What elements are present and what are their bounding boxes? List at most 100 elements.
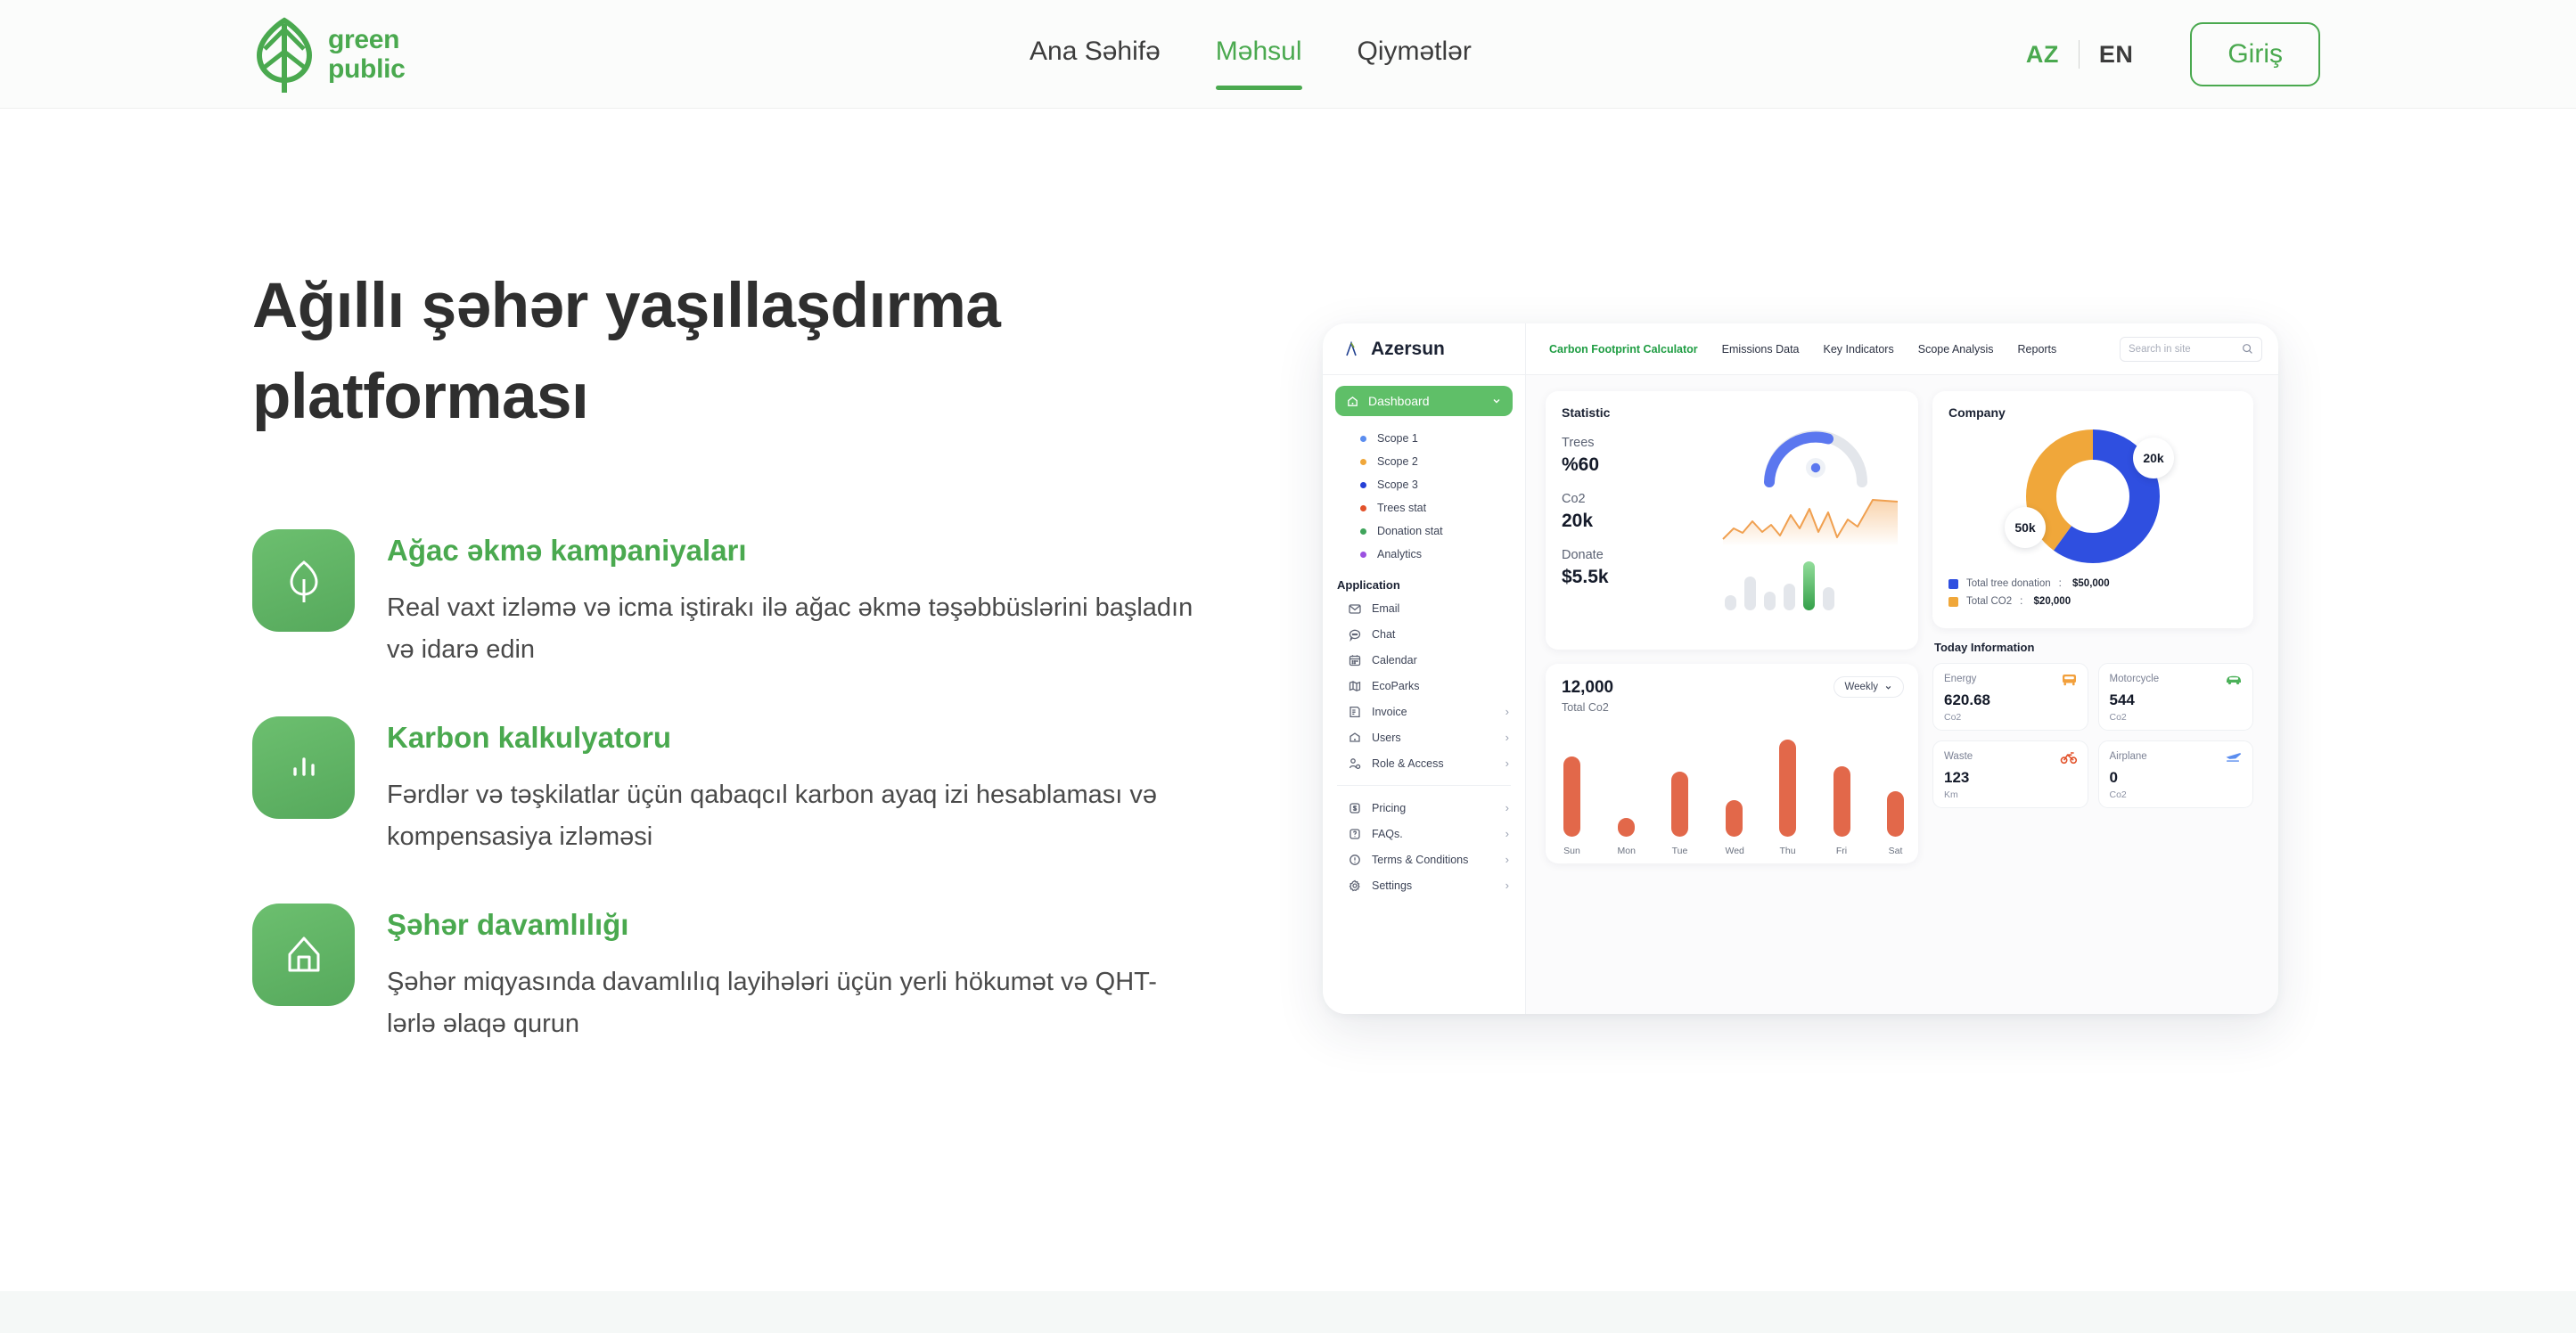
bar-sun (1563, 756, 1580, 837)
stat-label: Co2 (1562, 492, 1586, 506)
section-divider-band (0, 1291, 2576, 1333)
sidebar-item-donation-stat[interactable]: Donation stat (1360, 519, 1513, 543)
sidebar-item-scope-2[interactable]: Scope 2 (1360, 450, 1513, 473)
tab-emissions-data[interactable]: Emissions Data (1721, 342, 1800, 356)
legend-value: $20,000 (2033, 596, 2071, 607)
bar (1803, 561, 1815, 610)
feature-description: Real vaxt izləmə və icma iştirakı ilə ağ… (387, 593, 1194, 664)
chat-icon (1349, 629, 1361, 642)
sidebar-item-settings[interactable]: Settings › (1335, 872, 1513, 898)
today-information-grid: Energy 620.68 Co2 Motorcycle 544 (1932, 663, 2253, 808)
sidebar-item-faqs[interactable]: FAQs. › (1335, 821, 1513, 846)
today-card-energy: Energy 620.68 Co2 (1932, 663, 2088, 731)
sidebar-item-role-access[interactable]: Role & Access › (1335, 750, 1513, 776)
search-input[interactable]: Search in site (2120, 336, 2262, 362)
user-icon (1350, 732, 1360, 742)
tab-scope-analysis[interactable]: Scope Analysis (1917, 342, 1994, 356)
tab-key-indicators[interactable]: Key Indicators (1823, 342, 1894, 356)
legend-label: Total tree donation (1966, 578, 2051, 589)
lang-az[interactable]: AZ (2025, 40, 2059, 68)
mini-unit: Km (1944, 789, 1958, 800)
donate-bar-chart (1719, 555, 1911, 610)
stat-label: Donate (1562, 548, 1604, 562)
axis-label: Sun (1563, 846, 1580, 856)
mini-value: 544 (2109, 691, 2135, 708)
logo[interactable]: green public (252, 16, 406, 93)
bar-wed (1725, 800, 1743, 837)
stat-row-co2: Co2 20k (1562, 492, 1704, 532)
tab-carbon-footprint-calculator[interactable]: Carbon Footprint Calculator (1549, 342, 1698, 356)
mini-label: Waste (1944, 751, 1973, 762)
sidebar-item-dashboard[interactable]: Dashboard (1335, 386, 1513, 416)
legend-swatch (1948, 596, 1958, 607)
nav-item-pricing[interactable]: Qiymətlər (1357, 37, 1472, 66)
mini-label: Energy (1944, 674, 1977, 684)
stat-value: $5.5k (1562, 567, 1609, 587)
alert-icon (1350, 854, 1360, 865)
status-dot (1360, 481, 1366, 488)
status-dot (1360, 551, 1366, 558)
stat-value: 20k (1562, 511, 1594, 531)
mini-unit: Co2 (1944, 712, 1962, 723)
sidebar-item-label: Calendar (1372, 653, 1417, 666)
status-dot (1360, 458, 1366, 465)
tree-icon (252, 529, 355, 632)
sidebar-divider (1337, 785, 1511, 786)
feature-list: Ağac əkmə kampaniyaları Real vaxt izləmə… (252, 529, 1197, 1091)
sidebar-item-scope-3[interactable]: Scope 3 (1360, 473, 1513, 496)
company-donut-chart: 20k 50k (2005, 425, 2178, 568)
axis-label: Fri (1835, 846, 1848, 856)
home-icon (1348, 396, 1358, 406)
mini-label: Airplane (2109, 751, 2147, 762)
bar-mon (1617, 818, 1635, 837)
feature-title: Şəhər davamlılığı (387, 907, 629, 941)
sidebar-item-label: Terms & Conditions (1372, 853, 1469, 866)
sidebar-item-invoice[interactable]: Invoice › (1335, 699, 1513, 724)
sidebar-item-label: Invoice (1372, 705, 1407, 718)
today-card-airplane: Airplane 0 Co2 (2097, 740, 2253, 808)
total-co2-value: 12,000 (1562, 678, 1614, 697)
login-button[interactable]: Giriş (2190, 22, 2320, 86)
lang-separator (2078, 40, 2080, 69)
lang-en[interactable]: EN (2098, 40, 2134, 68)
period-select[interactable]: Weekly (1833, 676, 1904, 698)
gear-icon (1349, 879, 1360, 891)
sidebar-scope-list: Scope 1 Scope 2 Scope 3 Trees stat Donat… (1335, 427, 1513, 566)
company-card: Company 20k 50k (1932, 391, 2253, 628)
sidebar-item-pricing[interactable]: Pricing › (1335, 795, 1513, 821)
sidebar-item-trees-stat[interactable]: Trees stat (1360, 496, 1513, 519)
dashboard-sidebar: Azersun Dashboard Scope 1 Scope 2 (1323, 323, 1526, 1014)
sidebar-item-email[interactable]: Email (1335, 595, 1513, 621)
mini-value: 0 (2109, 769, 2118, 786)
chevron-right-icon: › (1505, 827, 1509, 840)
sidebar-item-chat[interactable]: Chat (1335, 621, 1513, 647)
weekly-axis-labels: Sun Mon Tue Wed Thu Fri Sat (1563, 846, 1904, 856)
header-actions: AZ EN Giriş (2026, 0, 2576, 109)
mini-unit: Co2 (2109, 789, 2127, 800)
stat-row-trees: Trees %60 (1562, 436, 1704, 476)
sidebar-item-users[interactable]: Users › (1335, 724, 1513, 750)
axis-label: Sat (1888, 846, 1903, 856)
trees-gauge-chart (1763, 430, 1867, 487)
dashboard-tabbar: Carbon Footprint Calculator Emissions Da… (1526, 323, 2278, 375)
sidebar-item-ecoparks[interactable]: EcoParks (1335, 673, 1513, 699)
sidebar-item-scope-1[interactable]: Scope 1 (1360, 427, 1513, 450)
sidebar-item-terms[interactable]: Terms & Conditions › (1335, 846, 1513, 872)
sidebar-item-analytics[interactable]: Analytics (1360, 543, 1513, 566)
nav-item-product[interactable]: Məhsul (1215, 37, 1302, 90)
tab-reports[interactable]: Reports (2017, 342, 2057, 356)
sidebar-item-label: Scope 3 (1377, 478, 1418, 491)
today-card-motorcycle: Motorcycle 544 Co2 (2097, 663, 2253, 731)
stat-row-donate: Donate $5.5k (1562, 548, 1704, 588)
donut-label-donation: 50k (2005, 507, 2046, 548)
site-header: green public Ana Səhifə Məhsul Qiymətlər… (0, 0, 2576, 109)
map-icon (1349, 680, 1361, 691)
sidebar-item-label: Trees stat (1377, 502, 1427, 514)
chevron-right-icon: › (1505, 731, 1509, 744)
car-icon (2227, 675, 2241, 685)
bar-thu (1779, 739, 1796, 837)
nav-item-home[interactable]: Ana Səhifə (1030, 37, 1161, 66)
legend-item-tree-donation: Total tree donation: $50,000 (1948, 578, 2237, 589)
sidebar-item-calendar[interactable]: Calendar (1335, 647, 1513, 673)
sidebar-item-label: Settings (1372, 879, 1413, 892)
